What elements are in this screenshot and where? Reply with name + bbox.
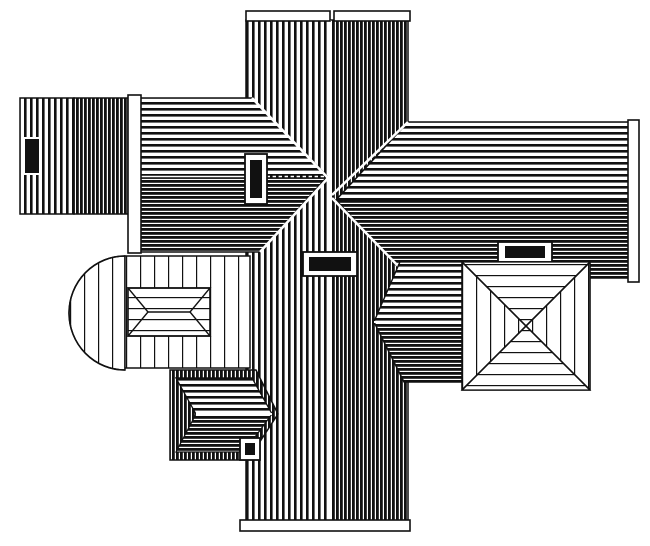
east-cross-gable-chimney-flue xyxy=(505,246,545,258)
east-valley-line-north xyxy=(331,121,409,196)
west-gable-board xyxy=(127,94,142,254)
west-cross-gable-chimney-flue xyxy=(250,160,262,198)
bay-rounded-end xyxy=(68,255,126,371)
southwest-wing xyxy=(169,369,279,461)
east-gable-board xyxy=(627,119,640,283)
east-pavilion xyxy=(460,261,592,391)
south-gable-board xyxy=(239,519,411,532)
west-valley-line-south xyxy=(259,177,329,253)
west-cross-gable xyxy=(127,94,329,254)
east-dormer xyxy=(373,261,467,383)
north-gable-board-left xyxy=(245,10,331,22)
bay-rounded-outline xyxy=(68,255,126,371)
west-valley-line-north xyxy=(251,97,329,179)
southwest-wing-chimney-flue xyxy=(245,443,255,455)
east-valley-line-south xyxy=(331,197,403,271)
east-cross-gable xyxy=(331,119,640,283)
east-pavilion-hip-2 xyxy=(461,261,591,391)
north-gable-board-right xyxy=(333,10,411,22)
west-wing-roof-dark xyxy=(73,97,129,215)
west-wing-chimney xyxy=(23,137,41,175)
bay-roof xyxy=(68,255,251,371)
central-chimney-flue xyxy=(309,257,351,271)
west-wing xyxy=(19,97,129,215)
